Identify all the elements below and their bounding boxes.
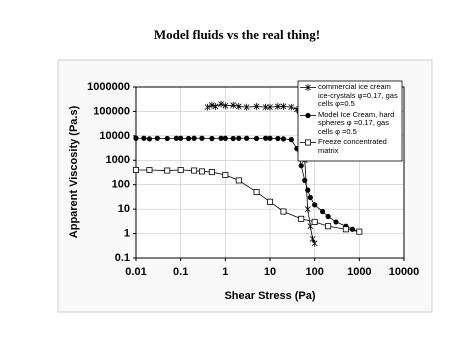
legend-item: Freeze concentrated matrix <box>300 137 400 155</box>
data-point <box>164 135 170 142</box>
data-point <box>298 163 304 169</box>
data-point <box>178 135 184 141</box>
data-point <box>230 135 236 142</box>
data-point <box>312 202 318 208</box>
legend: commercial ice cream ice-crystals φ=0.17… <box>300 83 400 155</box>
x-tick-label: 1000 <box>347 266 371 278</box>
legend-icon <box>300 84 316 91</box>
data-point <box>305 187 311 193</box>
data-point <box>253 189 260 196</box>
data-point <box>311 218 318 225</box>
x-tick-label: 0.01 <box>125 266 146 278</box>
data-point <box>280 103 287 110</box>
data-point <box>177 167 184 174</box>
y-axis-label: Apparent Viscosity (Pa.s) <box>68 105 80 238</box>
data-point <box>319 208 326 215</box>
data-point <box>146 167 153 174</box>
data-point <box>154 135 160 141</box>
data-point <box>208 169 215 176</box>
x-tick-label: 10000 <box>389 266 420 278</box>
data-point <box>209 101 215 109</box>
data-point <box>262 103 269 111</box>
legend-item: commercial ice cream ice-crystals φ=0.17… <box>300 83 400 109</box>
legend-icon <box>300 112 316 118</box>
data-point <box>253 135 260 142</box>
data-point <box>132 167 139 174</box>
data-point <box>304 205 311 213</box>
data-point <box>266 198 273 205</box>
data-point <box>311 239 318 247</box>
data-point <box>243 103 250 111</box>
data-point <box>222 102 229 110</box>
x-tick-label: 10 <box>264 266 276 278</box>
data-point <box>222 171 229 178</box>
data-point <box>198 168 205 175</box>
y-tick-label: 10 <box>118 203 130 215</box>
legend-label: commercial ice cream ice-crystals φ=0.17… <box>318 83 398 108</box>
legend-label: Model Ice Cream, hard spheres φ =0.17, g… <box>318 109 395 136</box>
chart-title: Model fluids vs the real thing! <box>154 27 320 42</box>
data-point <box>235 177 242 184</box>
y-tick-label: 1 <box>124 227 130 239</box>
legend-marker <box>305 139 311 146</box>
data-point <box>307 194 313 201</box>
y-tick-label: 100000 <box>93 105 130 117</box>
data-point <box>325 223 332 230</box>
data-point <box>133 135 139 141</box>
data-point <box>275 135 281 142</box>
data-point <box>236 135 242 141</box>
data-point <box>267 135 273 141</box>
data-point <box>222 135 228 141</box>
data-point <box>218 100 224 108</box>
data-point <box>173 135 179 141</box>
y-tick-label: 100 <box>112 179 130 191</box>
data-point <box>235 103 242 110</box>
data-point <box>218 135 224 141</box>
legend-box <box>297 80 403 162</box>
data-point <box>185 135 192 142</box>
data-point <box>141 135 147 141</box>
data-point <box>298 215 305 222</box>
y-tick-label: 1000000 <box>87 81 130 93</box>
data-point <box>267 103 273 111</box>
data-point <box>199 135 205 141</box>
data-point <box>204 103 211 111</box>
data-point <box>191 135 197 141</box>
x-tick-label: 1 <box>222 266 228 278</box>
data-point <box>288 137 294 143</box>
legend-marker <box>305 84 311 91</box>
x-tick-label: 0.1 <box>173 266 188 278</box>
data-point <box>280 136 287 142</box>
y-tick-label: 10000 <box>99 130 130 142</box>
data-point <box>164 167 171 174</box>
data-point <box>263 135 269 141</box>
data-point <box>356 228 363 235</box>
y-tick-label: 1000 <box>106 154 130 166</box>
data-point <box>280 208 287 215</box>
data-point <box>274 103 281 110</box>
x-axis-label: Shear Stress (Pa) <box>224 290 315 302</box>
data-point <box>212 103 219 110</box>
data-point <box>230 101 237 109</box>
data-point <box>209 135 215 142</box>
data-point <box>325 213 331 220</box>
data-point <box>244 135 250 141</box>
x-tick-label: 100 <box>305 266 323 278</box>
data-point <box>253 103 260 110</box>
data-point <box>288 103 295 111</box>
legend-item: Model Ice Cream, hard spheres φ =0.17, g… <box>300 109 400 137</box>
data-point <box>333 219 339 225</box>
data-point <box>302 177 308 184</box>
data-point <box>146 136 153 142</box>
legend-marker <box>305 112 311 118</box>
legend-items: commercial ice cream ice-crystals φ=0.17… <box>300 83 400 155</box>
legend-label: Freeze concentrated matrix <box>318 137 387 155</box>
y-tick-label: 0.1 <box>115 252 130 264</box>
data-point <box>191 167 198 174</box>
legend-icon <box>300 139 316 146</box>
data-point <box>342 226 349 233</box>
